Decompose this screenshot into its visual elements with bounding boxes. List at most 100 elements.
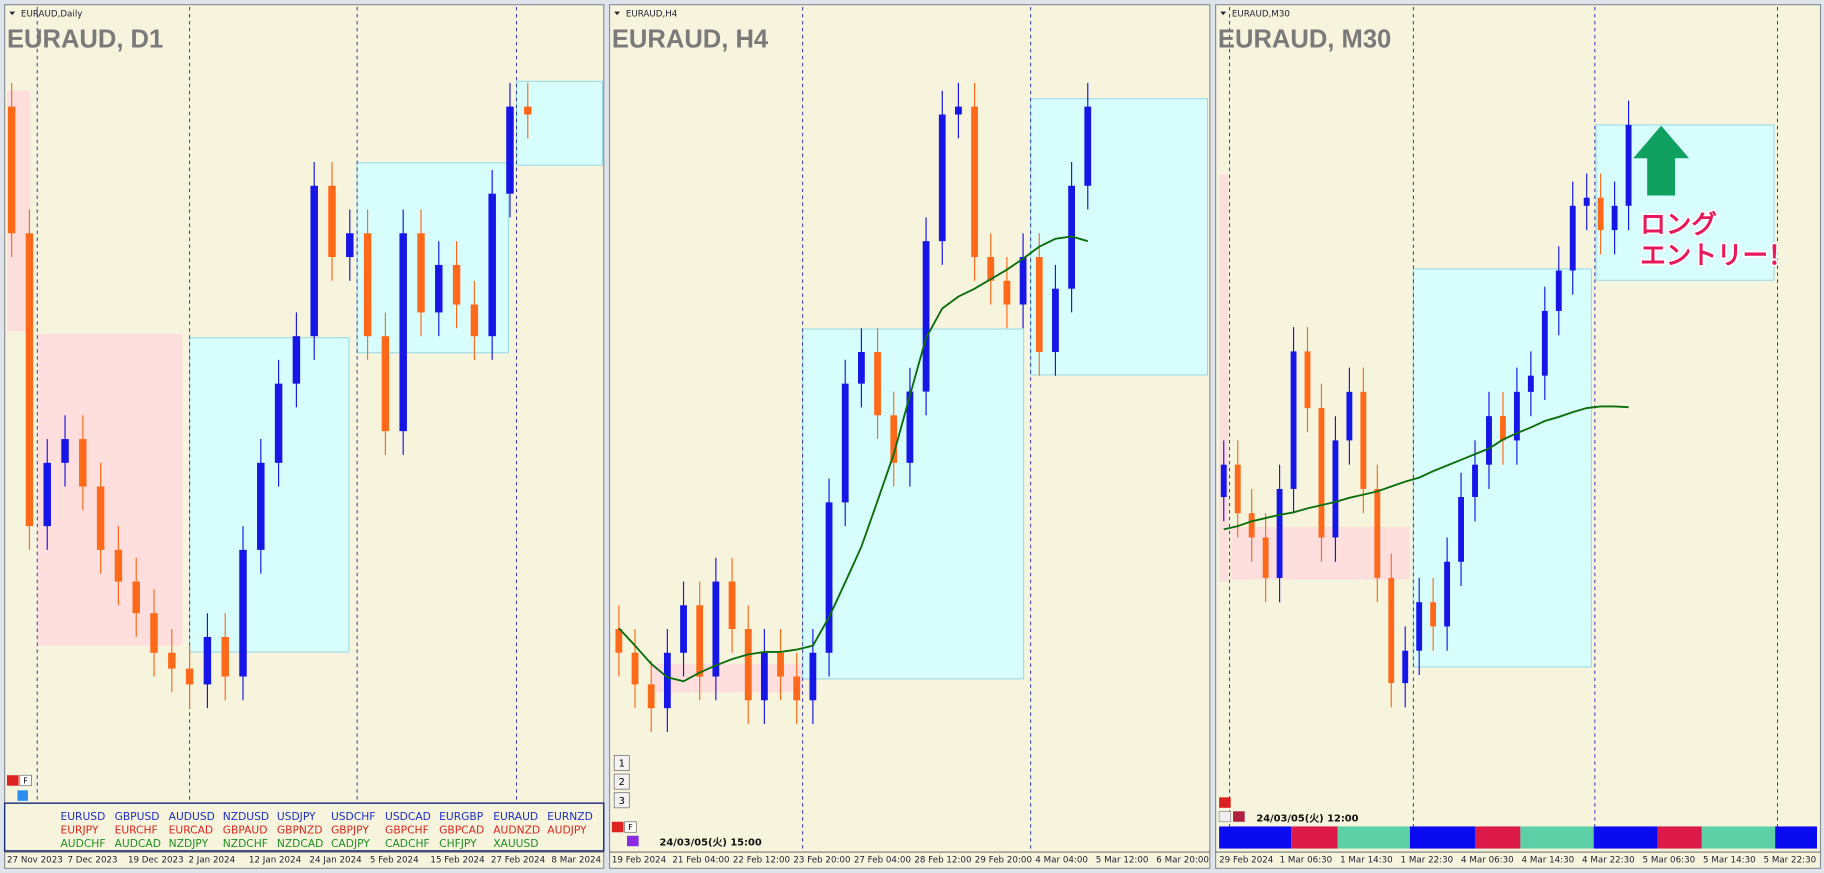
- x-tick-label: 2 Jan 2024: [188, 856, 235, 866]
- symbol-button[interactable]: CHFJPY: [439, 837, 477, 850]
- candle-body: [1019, 257, 1027, 305]
- number-button[interactable]: 1: [619, 759, 625, 770]
- window-title: EURAUD,Daily: [21, 9, 82, 19]
- x-tick-label: 24 Jan 2024: [309, 856, 362, 866]
- close-button[interactable]: [611, 821, 624, 833]
- x-tick-label: 8 Mar 2024: [551, 856, 601, 866]
- x-tick-label: 22 Feb 12:00: [733, 856, 790, 866]
- symbol-button[interactable]: NZDUSD: [223, 810, 269, 823]
- candle-body: [1402, 650, 1409, 684]
- symbol-button[interactable]: AUDUSD: [169, 810, 215, 823]
- strength-bar-segment: [1475, 826, 1521, 849]
- symbol-button[interactable]: EURAUD: [493, 810, 538, 823]
- symbol-button[interactable]: GBPJPY: [331, 824, 369, 837]
- symbol-button[interactable]: GBPCAD: [439, 824, 484, 837]
- moving-average: [1223, 405, 1629, 531]
- x-tick-label: 7 Dec 2023: [67, 856, 117, 866]
- window-menu-icon[interactable]: [9, 11, 16, 16]
- blue-button[interactable]: [17, 790, 28, 801]
- purple-button[interactable]: [627, 835, 639, 847]
- candle-body: [524, 106, 532, 115]
- candle-body: [346, 233, 354, 258]
- candle-body: [841, 383, 849, 503]
- f-button-box[interactable]: [624, 821, 637, 833]
- candle-body: [777, 652, 784, 677]
- window-title: EURAUD,M30: [1232, 9, 1290, 19]
- symbol-button[interactable]: CADJPY: [331, 837, 370, 850]
- candle-body: [1500, 416, 1506, 441]
- x-tick-label: 21 Feb 04:00: [672, 856, 729, 866]
- symbol-button[interactable]: EURGBP: [439, 810, 484, 823]
- number-button[interactable]: 2: [619, 777, 625, 788]
- symbol-button[interactable]: EURJPY: [60, 824, 98, 837]
- candle-body: [1262, 537, 1269, 578]
- candle-body: [452, 264, 461, 305]
- strength-bar-segment: [1219, 826, 1292, 849]
- candle-body: [809, 652, 817, 701]
- symbol-button[interactable]: USDCAD: [385, 810, 431, 823]
- x-tick-label: 29 Feb 20:00: [975, 856, 1032, 866]
- symbol-button[interactable]: USDJPY: [277, 810, 316, 823]
- symbol-button[interactable]: NZDJPY: [169, 837, 209, 850]
- strength-bar-segment: [1775, 826, 1818, 849]
- candle-body: [1052, 288, 1059, 352]
- candle-body: [168, 652, 176, 669]
- symbol-button[interactable]: NZDCAD: [277, 837, 324, 850]
- strength-bar-segment: [1337, 826, 1410, 849]
- symbol-button[interactable]: EURUSD: [60, 810, 105, 823]
- candle-body: [1416, 602, 1423, 651]
- candle-body: [922, 241, 930, 392]
- candle-body: [488, 193, 496, 337]
- symbol-button[interactable]: AUDCHF: [60, 837, 105, 850]
- window-menu-icon[interactable]: [1220, 11, 1227, 16]
- candle-body: [239, 549, 247, 677]
- symbol-button[interactable]: EURCAD: [169, 824, 213, 837]
- symbol-button[interactable]: EURCHF: [115, 824, 158, 837]
- candle-body: [825, 502, 833, 653]
- timestamp: 24/03/05(火) 12:00: [1256, 812, 1358, 824]
- close-button[interactable]: [1219, 797, 1231, 808]
- number-button-box[interactable]: [613, 755, 630, 771]
- f-button[interactable]: F: [628, 822, 633, 832]
- window-menu-icon[interactable]: [614, 11, 621, 16]
- number-button[interactable]: 3: [619, 796, 625, 807]
- candle-body: [760, 652, 768, 701]
- symbol-button[interactable]: XAUUSD: [493, 837, 538, 850]
- symbol-button[interactable]: GBPNZD: [277, 824, 323, 837]
- symbol-button[interactable]: AUDJPY: [547, 824, 587, 837]
- candle-body: [712, 581, 720, 677]
- candle-body: [987, 257, 995, 281]
- symbol-button[interactable]: GBPUSD: [115, 810, 160, 823]
- candle-body: [1513, 391, 1520, 441]
- candle-body: [1248, 513, 1255, 538]
- symbol-button[interactable]: EURNZD: [547, 810, 593, 823]
- f-button[interactable]: F: [23, 776, 28, 786]
- x-tick-label: 5 Mar 06:30: [1643, 856, 1696, 866]
- symbol-button[interactable]: NZDCHF: [223, 837, 268, 850]
- candle-body: [1611, 205, 1618, 231]
- symbol-button[interactable]: CADCHF: [385, 837, 430, 850]
- candle-body: [1597, 197, 1604, 231]
- x-tick-label: 27 Feb 2024: [491, 856, 546, 866]
- x-tick-label: 1 Mar 22:30: [1401, 856, 1454, 866]
- close-button[interactable]: [6, 775, 19, 786]
- candle-body: [971, 106, 978, 258]
- f-button-box[interactable]: [19, 774, 32, 787]
- candle-body: [1541, 310, 1548, 376]
- strength-bar-segment: [1291, 826, 1338, 849]
- annotation: エントリー！: [1640, 241, 1793, 271]
- x-tick-label: 29 Feb 2024: [1219, 856, 1274, 866]
- red-button[interactable]: [1233, 811, 1245, 822]
- symbol-button[interactable]: USDCHF: [331, 810, 375, 823]
- close-button[interactable]: [1218, 811, 1232, 823]
- number-button-box[interactable]: [613, 792, 630, 809]
- price-zone: [1030, 98, 1208, 376]
- candle-body: [1332, 440, 1339, 538]
- symbol-button[interactable]: AUDCAD: [115, 837, 161, 850]
- number-button-box[interactable]: [613, 773, 630, 790]
- symbol-button[interactable]: GBPAUD: [223, 824, 268, 837]
- symbol-button[interactable]: GBPCHF: [385, 824, 429, 837]
- symbol-button[interactable]: AUDNZD: [493, 824, 540, 837]
- candle-body: [1583, 197, 1590, 206]
- strength-bar-segment: [1657, 826, 1702, 849]
